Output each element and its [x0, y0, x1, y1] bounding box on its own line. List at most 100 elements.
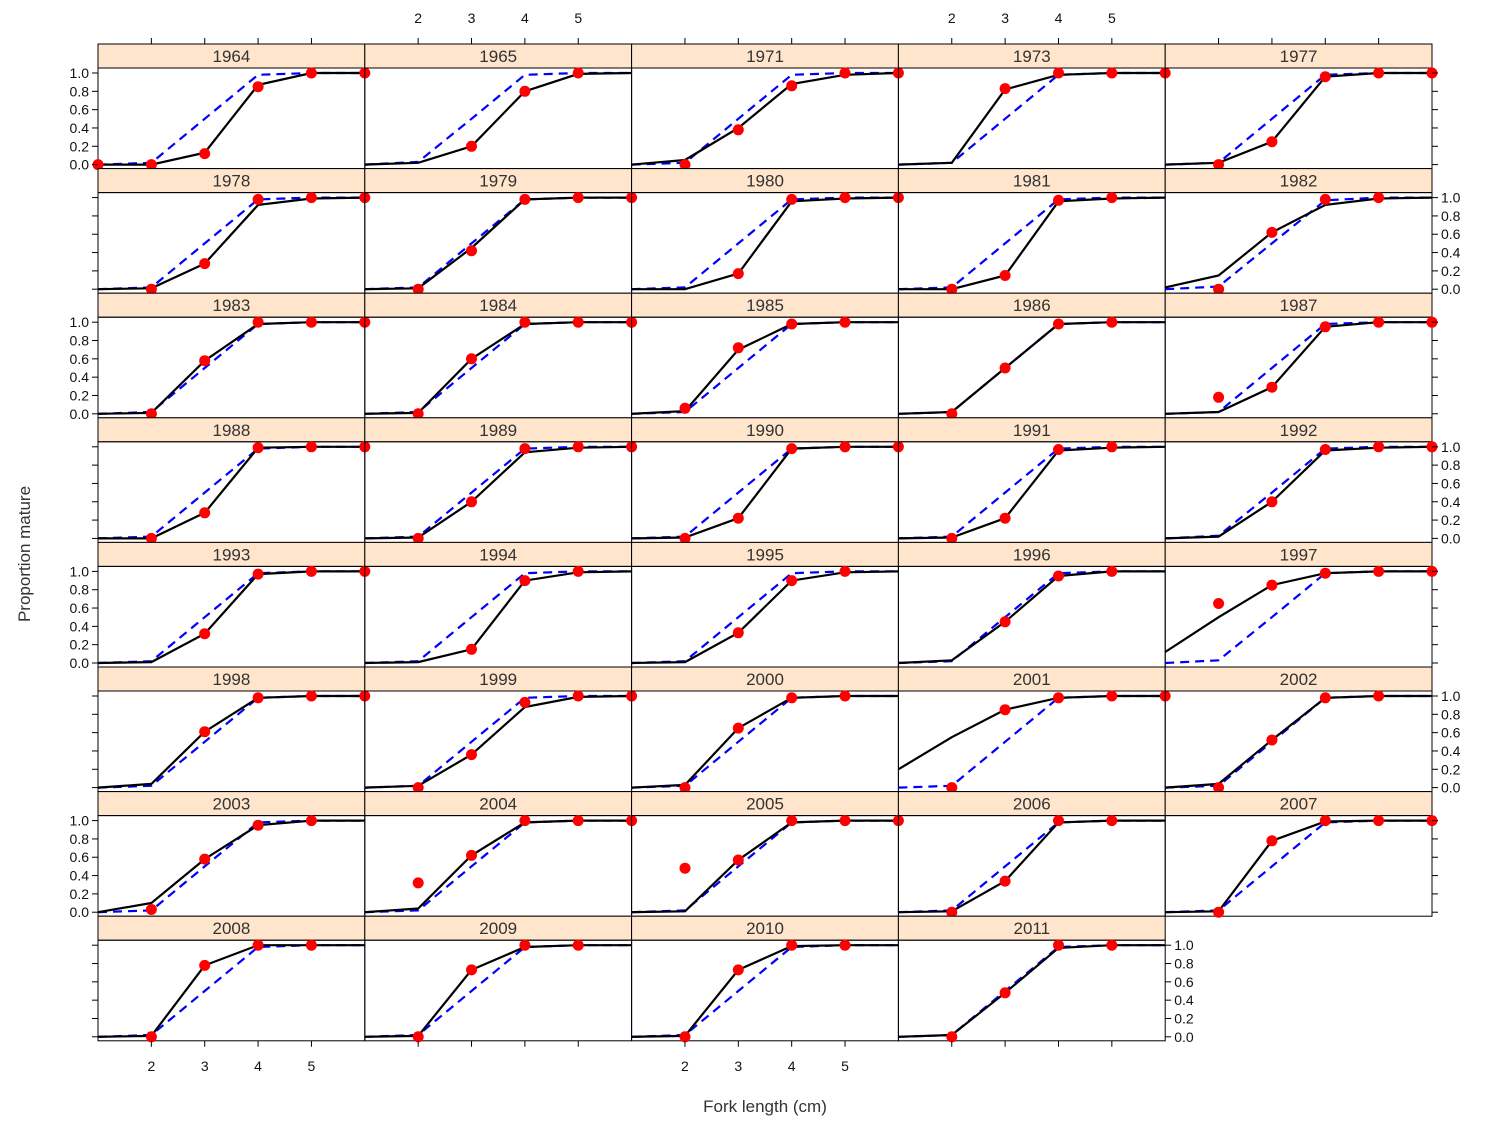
- panel-frame: [1164, 441, 1433, 543]
- y-tick-label: 0.8: [70, 582, 90, 598]
- observed-point: [839, 939, 851, 951]
- fitted-line: [631, 694, 899, 789]
- panel: 2004: [364, 791, 638, 917]
- reference-line: [97, 445, 365, 540]
- panel: 1997: [1164, 541, 1438, 668]
- observed-point: [732, 722, 744, 734]
- panel-frame: [97, 316, 366, 419]
- observed-point: [1319, 567, 1331, 579]
- panel: 1991: [897, 417, 1166, 544]
- panel: 1993 0.0 0.2 0.4 0.6 0.8 1.0: [70, 541, 371, 671]
- fitted-line: [898, 196, 1166, 291]
- observed-point: [572, 939, 584, 951]
- y-tick-label: 1.0: [70, 813, 90, 829]
- panel: 2003 0.0 0.2 0.4 0.6 0.8 1.0: [70, 791, 366, 920]
- observed-point: [519, 815, 531, 827]
- y-tick-label: 0.8: [1441, 457, 1461, 473]
- observed-point: [1106, 192, 1118, 204]
- observed-point: [252, 193, 264, 205]
- reference-line: [631, 71, 899, 166]
- observed-point: [519, 939, 531, 951]
- observed-point: [732, 342, 744, 354]
- panel-frame: [631, 690, 899, 793]
- panel-strip-label: 1992: [1280, 421, 1318, 440]
- panel-strip-label: 1979: [479, 172, 517, 191]
- observed-point: [839, 441, 851, 453]
- observed-point: [732, 964, 744, 976]
- observed-point: [1106, 316, 1118, 328]
- panel-strip-label: 1973: [1013, 47, 1051, 66]
- observed-point: [412, 532, 424, 544]
- observed-point: [679, 402, 691, 414]
- y-tick-label: 1.0: [70, 563, 90, 579]
- panel-strip: [631, 417, 899, 443]
- fitted-line: [364, 445, 632, 540]
- y-tick-label: 0.0: [1441, 780, 1461, 796]
- y-tick-label: 0.2: [70, 637, 90, 653]
- y-tick-label: 0.6: [1174, 974, 1194, 990]
- fitted-line: [97, 321, 365, 415]
- observed-point: [1266, 496, 1278, 508]
- panel: 2000: [631, 666, 899, 794]
- reference-line: [364, 944, 632, 1038]
- reference-line: [631, 445, 899, 540]
- observed-point: [199, 726, 211, 738]
- observed-point: [1106, 690, 1118, 702]
- panel-frame: [364, 939, 633, 1042]
- panel: 1964 0.0 0.2 0.4 0.6 0.8 1.0: [70, 38, 371, 173]
- observed-point: [999, 270, 1011, 281]
- panel-strip: [897, 915, 1166, 941]
- y-tick-label: 0.6: [1441, 475, 1461, 491]
- reference-line: [1165, 321, 1432, 415]
- observed-point: [572, 67, 584, 79]
- observed-point: [1266, 381, 1278, 393]
- panel-frame: [1164, 316, 1433, 419]
- panel-strip-label: 1999: [479, 670, 517, 689]
- observed-point: [839, 316, 851, 328]
- reference-line: [898, 71, 1166, 166]
- panel-strip-label: 1984: [479, 296, 517, 315]
- panel-strip-label: 1986: [1013, 296, 1051, 315]
- observed-point: [252, 442, 264, 454]
- observed-point: [1213, 391, 1225, 403]
- fitted-line: [898, 944, 1166, 1038]
- observed-point: [1053, 67, 1064, 79]
- observed-point: [1106, 939, 1118, 951]
- panel-strip-label: 2011: [1014, 919, 1051, 938]
- observed-point: [305, 565, 317, 577]
- panel-strip-label: 1971: [746, 47, 784, 66]
- panel-frame: [1164, 690, 1433, 793]
- observed-point: [1053, 194, 1064, 206]
- observed-point: [519, 575, 531, 587]
- y-tick-label: 1.0: [70, 314, 90, 330]
- y-tick-label: 0.4: [70, 618, 90, 634]
- y-tick-label: 0.8: [1441, 706, 1461, 722]
- observed-point: [466, 849, 477, 861]
- observed-point: [679, 532, 691, 544]
- observed-point: [1053, 318, 1064, 330]
- observed-point: [1319, 444, 1331, 455]
- panel-strip-label: 1964: [212, 47, 250, 66]
- y-tick-label: 0.0: [1441, 530, 1461, 546]
- observed-point: [466, 353, 477, 365]
- observed-point: [1053, 444, 1064, 455]
- observed-point: [519, 193, 531, 205]
- panel: 1999: [364, 666, 638, 794]
- panel-strip-label: 1987: [1280, 296, 1318, 315]
- panel-frame: [897, 815, 1166, 917]
- observed-point: [412, 408, 424, 420]
- panel-frame: [631, 565, 899, 668]
- panel-frame: [364, 192, 633, 294]
- y-tick-label: 0.4: [70, 369, 90, 385]
- panel-strip-label: 2003: [212, 795, 250, 814]
- panel-strip: [97, 417, 366, 443]
- y-tick-label: 0.4: [70, 868, 90, 884]
- reference-line: [631, 570, 899, 665]
- observed-point: [572, 441, 584, 453]
- panel: 2009: [364, 915, 633, 1047]
- y-tick-label: 0.0: [1174, 1029, 1194, 1045]
- y-tick-label: 0.6: [70, 102, 90, 118]
- observed-point: [466, 245, 477, 257]
- observed-point: [199, 507, 211, 519]
- reference-line: [898, 570, 1166, 665]
